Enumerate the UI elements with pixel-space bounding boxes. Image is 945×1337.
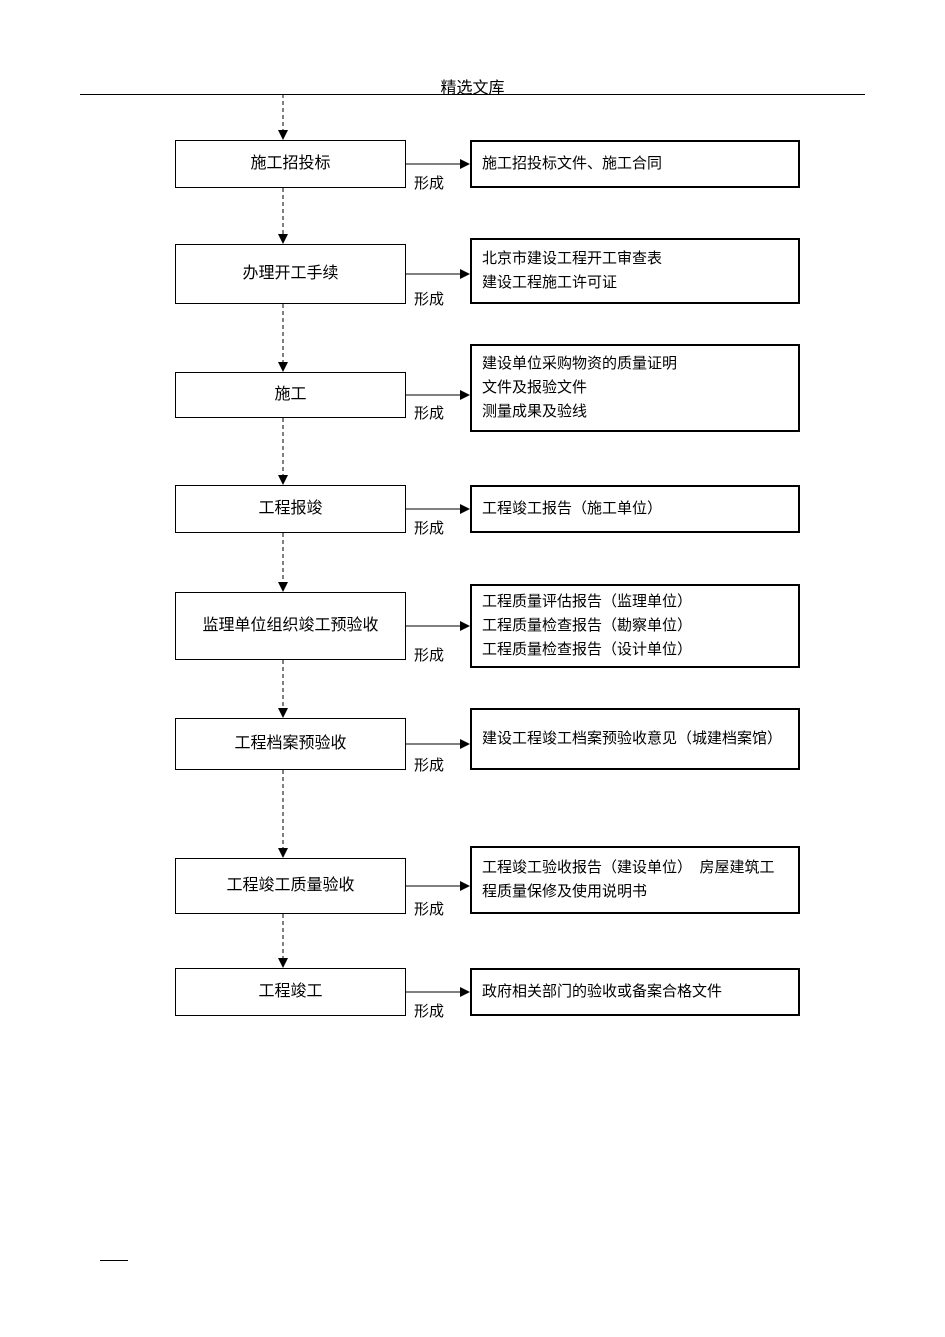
- step-box: 工程竣工: [175, 968, 406, 1016]
- arrowhead-down-icon: [278, 234, 288, 244]
- step-box: 工程竣工质量验收: [175, 858, 406, 914]
- footer-dash: [100, 1260, 128, 1261]
- edge-label: 形成: [414, 754, 444, 775]
- output-box: 工程质量评估报告（监理单位） 工程质量检查报告（勘察单位） 工程质量检查报告（设…: [470, 584, 800, 668]
- edge-label: 形成: [414, 644, 444, 665]
- arrowhead-down-icon: [278, 708, 288, 718]
- output-box: 北京市建设工程开工审查表 建设工程施工许可证: [470, 238, 800, 304]
- output-box: 建设工程竣工档案预验收意见（城建档案馆）: [470, 708, 800, 770]
- arrowhead-right-icon: [460, 269, 470, 279]
- arrowhead-right-icon: [460, 621, 470, 631]
- arrowhead-down-icon: [278, 958, 288, 968]
- arrowhead-right-icon: [460, 504, 470, 514]
- arrowhead-down-icon: [278, 362, 288, 372]
- step-box: 施工: [175, 372, 406, 418]
- edge-label: 形成: [414, 1000, 444, 1021]
- step-box: 办理开工手续: [175, 244, 406, 304]
- arrowhead-right-icon: [460, 739, 470, 749]
- arrowhead-right-icon: [460, 987, 470, 997]
- arrowhead-right-icon: [460, 390, 470, 400]
- output-box: 建设单位采购物资的质量证明 文件及报验文件 测量成果及验线: [470, 344, 800, 432]
- arrowhead-down-icon: [278, 130, 288, 140]
- arrowhead-down-icon: [278, 848, 288, 858]
- output-box: 政府相关部门的验收或备案合格文件: [470, 968, 800, 1016]
- edge-label: 形成: [414, 898, 444, 919]
- edge-label: 形成: [414, 402, 444, 423]
- output-box: 工程竣工报告（施工单位）: [470, 485, 800, 533]
- flow-arrow-down: [277, 770, 289, 858]
- arrowhead-right-icon: [460, 159, 470, 169]
- edge-label: 形成: [414, 288, 444, 309]
- page-header-rule: [80, 94, 865, 95]
- edge-label: 形成: [414, 172, 444, 193]
- step-box: 工程报竣: [175, 485, 406, 533]
- edge-label: 形成: [414, 517, 444, 538]
- step-box: 施工招投标: [175, 140, 406, 188]
- step-box: 监理单位组织竣工预验收: [175, 592, 406, 660]
- step-box: 工程档案预验收: [175, 718, 406, 770]
- arrowhead-down-icon: [278, 582, 288, 592]
- output-box: 工程竣工验收报告（建设单位） 房屋建筑工程质量保修及使用说明书: [470, 846, 800, 914]
- arrowhead-right-icon: [460, 881, 470, 891]
- output-box: 施工招投标文件、施工合同: [470, 140, 800, 188]
- page-canvas: 精选文库 施工招投标办理开工手续施工工程报竣监理单位组织竣工预验收工程档案预验收…: [0, 0, 945, 1337]
- arrowhead-down-icon: [278, 475, 288, 485]
